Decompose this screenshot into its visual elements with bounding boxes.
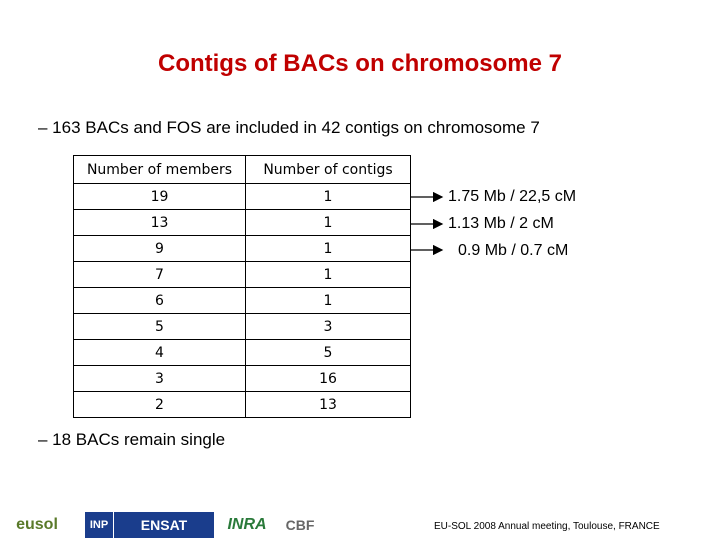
table-cell: 13 [73,209,246,236]
table-cell: 1 [245,235,411,262]
bullet: – 18 BACs remain single [38,430,226,449]
annotation: 1.13 Mb / 2 cM [448,215,554,232]
footer: EU-SOL 2008 Annual meeting, Toulouse, FR… [434,521,660,532]
table-cell: 3 [245,313,411,340]
table-cell: 1 [245,287,411,314]
table-cell: 13 [245,391,411,418]
table-cell: 6 [73,287,246,314]
annotation: 1.75 Mb / 22,5 cM [448,188,577,205]
logo: eusol [16,516,58,533]
table-cell: 1 [245,209,411,236]
annotation: 0.9 Mb / 0.7 cM [458,242,569,259]
column-header: Number of contigs [245,155,411,184]
table-row: 19 1 [73,183,411,210]
table-cell: 9 [73,235,246,262]
table-cell: 7 [73,261,246,288]
table-cell: 2 [73,391,246,418]
logo: INRA [227,516,267,533]
table-cell: 1 [245,183,411,210]
column-header: Number of members [73,155,246,184]
table-cell: 16 [245,365,411,392]
table-cell: 5 [245,339,411,366]
logo: INP [85,512,113,538]
table-cell: 3 [73,365,246,392]
table-cell: 19 [73,183,246,210]
slide-title: Contigs of BACs on chromosome 7 [157,50,563,77]
contig-table: Number of members Number of contigs 19 1 1… [73,155,411,418]
table-row: 2 13 [73,391,411,418]
table-cell: 4 [73,339,246,366]
table-header: Number of members Number of contigs [73,155,411,184]
table-row: 3 16 [73,365,411,392]
table-cell: 5 [73,313,246,340]
arrows [411,191,444,256]
logo: CBF [285,517,315,533]
bullet: – 163 BACs and FOS are included in 42 co… [38,118,540,137]
logo: ENSAT [114,512,214,538]
table-cell: 1 [245,261,411,288]
table-row: 13 1 [73,209,411,236]
